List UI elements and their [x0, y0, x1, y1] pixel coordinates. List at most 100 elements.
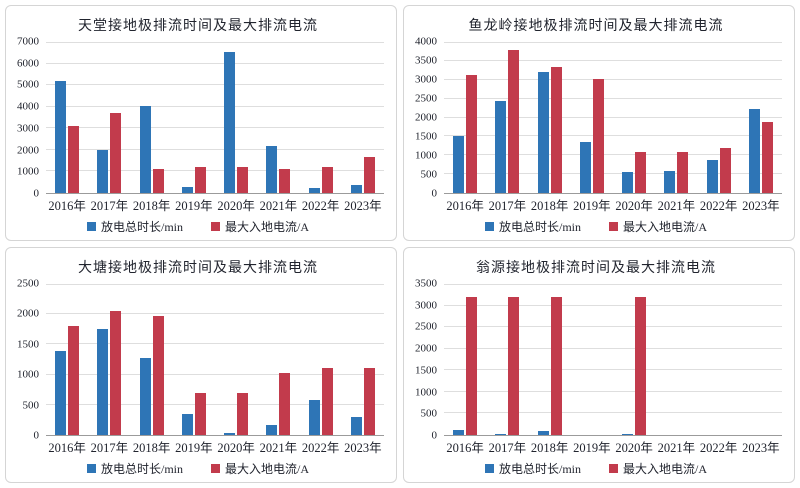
x-axis-tick-label: 2019年 — [573, 441, 611, 455]
bar-group — [571, 284, 613, 435]
x-axis-tick-label: 2016年 — [48, 441, 86, 455]
red-bar — [592, 79, 604, 193]
blue-bar — [622, 172, 634, 193]
x-axis-tick-label: 2017年 — [488, 199, 527, 213]
legend-swatch-blue — [86, 221, 96, 231]
red-bar — [68, 126, 80, 193]
blue-bar — [181, 186, 193, 193]
red-bar — [152, 316, 164, 435]
y-axis-tick-label: 3000 — [415, 73, 437, 86]
bar-group — [257, 42, 299, 193]
y-axis-tick-label: 1000 — [17, 165, 39, 178]
y-axis-tick-label: 0 — [431, 187, 438, 200]
blue-bar — [622, 433, 634, 435]
x-axis-tick-label: 2020年 — [615, 441, 653, 455]
red-bar — [550, 296, 562, 435]
y-axis-tick-label: 500 — [420, 407, 438, 420]
plot-area — [444, 42, 782, 194]
red-bar — [237, 167, 249, 193]
bar-group — [655, 284, 697, 435]
y-axis: 0 500 1000 1500 2000 2500 3000 3500 — [410, 278, 444, 441]
blue-bar — [495, 433, 507, 435]
bar-group — [131, 284, 173, 435]
red-bar — [194, 392, 206, 435]
y-axis-tick-label: 1500 — [415, 364, 437, 377]
y-axis-tick-label: 5000 — [17, 78, 39, 91]
red-bar — [761, 122, 773, 193]
red-bar — [279, 373, 291, 435]
bar-group — [740, 42, 782, 193]
y-axis-tick-label: 1000 — [415, 386, 437, 399]
blue-bar — [55, 351, 67, 435]
legend-label: 最大入地电流/A — [225, 461, 310, 476]
legend-label: 放电总时长/min — [100, 461, 183, 476]
legend: 放电总时长/min 最大入地电流/A — [410, 457, 782, 479]
bar-group — [698, 284, 740, 435]
x-axis: 2016年 2017年 2018年 2019年 2020年 2021年 2022年 2023年 — [46, 194, 384, 215]
y-axis-tick-label: 500 — [420, 168, 438, 181]
x-axis: 2016年 2017年 2018年 2019年 2020年 2021年 2022年 2023年 — [444, 194, 782, 215]
y-axis-tick-label: 0 — [431, 429, 438, 442]
legend: 放电总时长/min 最大入地电流/A — [12, 215, 384, 237]
blue-bar — [664, 170, 676, 193]
legend-swatch-red — [211, 221, 220, 231]
x-axis-tick-label: 2020年 — [217, 199, 255, 213]
bar-group — [131, 42, 173, 193]
y-axis-tick-label: 0 — [33, 187, 40, 200]
blue-bar — [308, 188, 320, 193]
y-axis: 0 500 1000 1500 2000 2500 3000 3500 4000 — [410, 36, 444, 199]
x-axis-tick-label: 2019年 — [573, 199, 611, 213]
legend: 放电总时长/min 最大入地电流/A — [12, 457, 384, 479]
chart-panel-datang: 大塘接地极排流时间及最大排流电流 0 500 1000 1500 2000 2500 20… — [5, 247, 397, 483]
bar-group — [342, 42, 384, 193]
x-axis-tick-label: 2016年 — [446, 199, 484, 213]
chart-body: 0 500 1000 1500 2000 2500 — [12, 278, 384, 441]
red-bar — [110, 112, 122, 193]
red-bar — [635, 152, 647, 193]
chart-title: 大塘接地极排流时间及最大排流电流 — [78, 261, 318, 276]
chart-body: 0 1000 2000 3000 4000 5000 6000 7000 — [12, 36, 384, 199]
y-axis-tick-label: 2000 — [17, 307, 39, 320]
legend-swatch-blue — [86, 463, 96, 473]
x-axis-tick-label: 2021年 — [259, 199, 298, 213]
red-bar — [466, 74, 478, 193]
blue-bar — [350, 416, 362, 435]
x-axis-tick-label: 2022年 — [699, 199, 738, 213]
y-axis-tick-label: 1000 — [415, 149, 437, 162]
bar-group — [215, 284, 257, 435]
bar-group — [300, 42, 342, 193]
blue-bar — [97, 149, 109, 193]
blue-bar — [224, 51, 236, 193]
x-axis-tick-label: 2017年 — [90, 199, 129, 213]
plot-area — [46, 42, 384, 194]
blue-bar — [453, 430, 465, 435]
red-bar — [194, 167, 206, 193]
x-axis: 2016年 2017年 2018年 2019年 2020年 2021年 2022年 2023年 — [444, 436, 782, 457]
blue-bar — [579, 142, 591, 193]
y-axis: 0 500 1000 1500 2000 2500 — [12, 278, 46, 441]
plot-area — [444, 284, 782, 436]
red-bar — [363, 367, 375, 435]
y-axis: 0 1000 2000 3000 4000 5000 6000 7000 — [12, 36, 46, 199]
chart-body: 0 500 1000 1500 2000 2500 3000 3500 4000 — [410, 36, 782, 199]
red-bar — [508, 296, 520, 435]
legend: 放电总时长/min 最大入地电流/A — [410, 215, 782, 237]
legend-swatch-red — [609, 221, 618, 231]
red-bar — [110, 310, 122, 435]
chart-title: 翁源接地极排流时间及最大排流电流 — [476, 261, 716, 276]
red-bar — [677, 152, 689, 193]
red-bar — [321, 167, 333, 193]
x-axis-tick-label: 2023年 — [742, 199, 780, 213]
x-axis-tick-label: 2023年 — [344, 199, 382, 213]
blue-bar — [266, 145, 278, 193]
x-axis-tick-label: 2022年 — [301, 441, 340, 455]
y-axis-tick-label: 3500 — [415, 54, 437, 67]
legend-item-blue: 放电总时长/min — [86, 218, 183, 235]
chart-panel-wengyuan: 翁源接地极排流时间及最大排流电流 0 500 1000 1500 2000 2500 300… — [403, 247, 795, 483]
bar-group — [215, 42, 257, 193]
x-axis-tick-label: 2021年 — [259, 441, 298, 455]
red-bar — [635, 296, 647, 435]
red-bar — [508, 50, 520, 193]
bar-group — [88, 42, 130, 193]
x-axis-tick-label: 2017年 — [90, 441, 129, 455]
